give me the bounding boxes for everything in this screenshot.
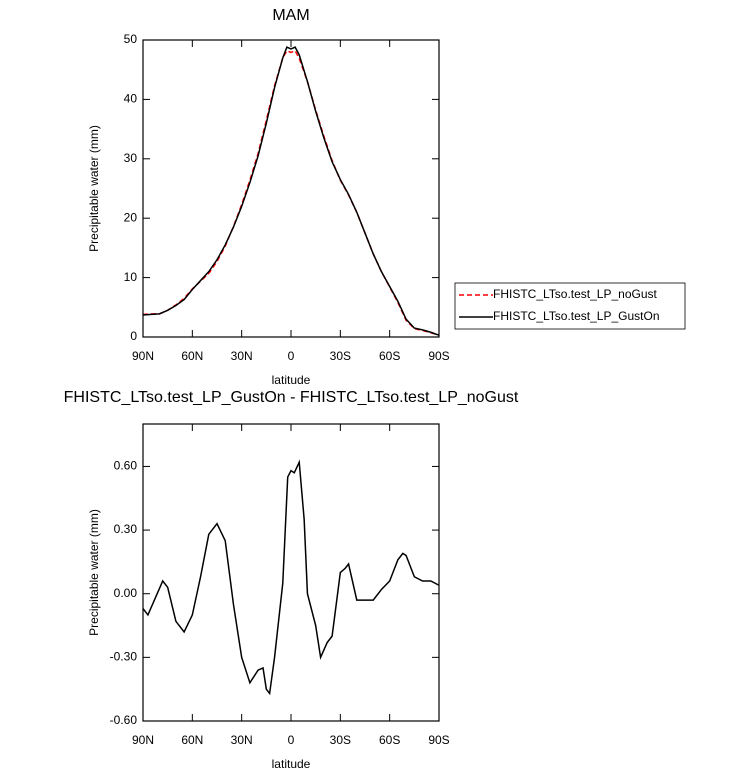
data-line [142, 459, 440, 696]
y-axis-label: Precipitable water (mm) [87, 125, 101, 252]
x-tick-label: 60N [181, 733, 203, 747]
data-line [142, 46, 440, 336]
y-tick-label: 0.00 [114, 586, 138, 600]
y-tick-label: 0 [130, 329, 137, 343]
x-axis-label: latitude [272, 373, 311, 387]
x-tick-label: 0 [288, 349, 295, 363]
legend-label: FHISTC_LTso.test_LP_noGust [493, 287, 658, 301]
x-tick-label: 30N [231, 733, 253, 747]
y-tick-label: 30 [124, 151, 138, 165]
x-tick-label: 60N [181, 349, 203, 363]
y-tick-label: 10 [124, 270, 138, 284]
y-tick-label: 0.60 [114, 459, 138, 473]
y-axis-label: Precipitable water (mm) [87, 509, 101, 636]
y-tick-label: 40 [124, 92, 138, 106]
x-tick-label: 30S [330, 733, 351, 747]
data-line [142, 49, 440, 336]
chart-title: MAM [272, 7, 309, 24]
legend-label: FHISTC_LTso.test_LP_GustOn [493, 309, 660, 323]
chart-title: FHISTC_LTso.test_LP_GustOn - FHISTC_LTso… [64, 389, 519, 406]
plot-frame [142, 423, 440, 722]
y-tick-label: 20 [124, 210, 138, 224]
y-tick-label: -0.30 [110, 650, 138, 664]
y-tick-label: 0.30 [114, 522, 138, 536]
x-tick-label: 0 [288, 733, 295, 747]
x-tick-label: 60S [379, 733, 400, 747]
y-tick-label: -0.60 [110, 713, 138, 727]
y-tick-label: 50 [124, 32, 138, 46]
x-tick-label: 60S [379, 349, 400, 363]
plot-frame [142, 39, 440, 338]
x-axis-label: latitude [272, 757, 311, 771]
x-tick-label: 30S [330, 349, 351, 363]
x-tick-label: 90S [428, 349, 449, 363]
x-tick-label: 90S [428, 733, 449, 747]
legend-box [454, 282, 686, 330]
x-tick-label: 30N [231, 349, 253, 363]
x-tick-label: 90N [132, 349, 154, 363]
x-tick-label: 90N [132, 733, 154, 747]
